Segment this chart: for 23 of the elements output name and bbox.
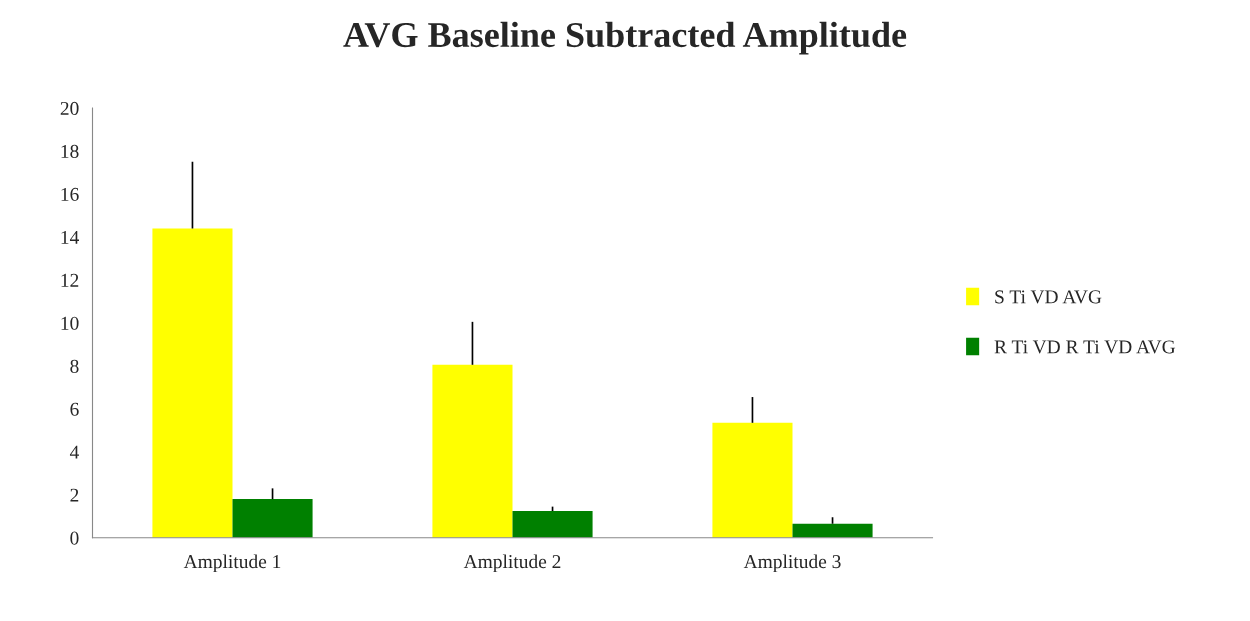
y-tick-label: 20	[60, 101, 79, 115]
y-tick-label: 6	[70, 402, 79, 416]
bar	[512, 510, 593, 538]
x-tick-label: Amplitude 2	[463, 554, 561, 573]
legend-label: S Ti VD AVG	[995, 290, 1102, 304]
y-tick-label: 0	[70, 531, 79, 545]
y-tick-label: 18	[61, 144, 79, 158]
y-tick-label: 8	[70, 359, 79, 373]
legend-label: R Ti VD R Ti VD AVG	[994, 340, 1176, 354]
y-tick-label: 12	[61, 273, 79, 287]
bar	[712, 422, 793, 538]
bar	[152, 228, 233, 538]
y-tick-label: 2	[70, 488, 79, 502]
chart-title: AVG Baseline Subtracted Amplitude	[343, 21, 907, 55]
x-tick-label: Amplitude 3	[743, 554, 841, 573]
x-tick-label: Amplitude 1	[183, 554, 281, 573]
bar	[792, 523, 873, 538]
y-tick-label: 16	[61, 187, 79, 201]
y-tick-label: 14	[61, 230, 79, 244]
bar	[432, 364, 513, 538]
bar	[232, 499, 313, 538]
y-tick-label: 10	[61, 316, 79, 330]
y-tick-label: 4	[69, 445, 79, 459]
